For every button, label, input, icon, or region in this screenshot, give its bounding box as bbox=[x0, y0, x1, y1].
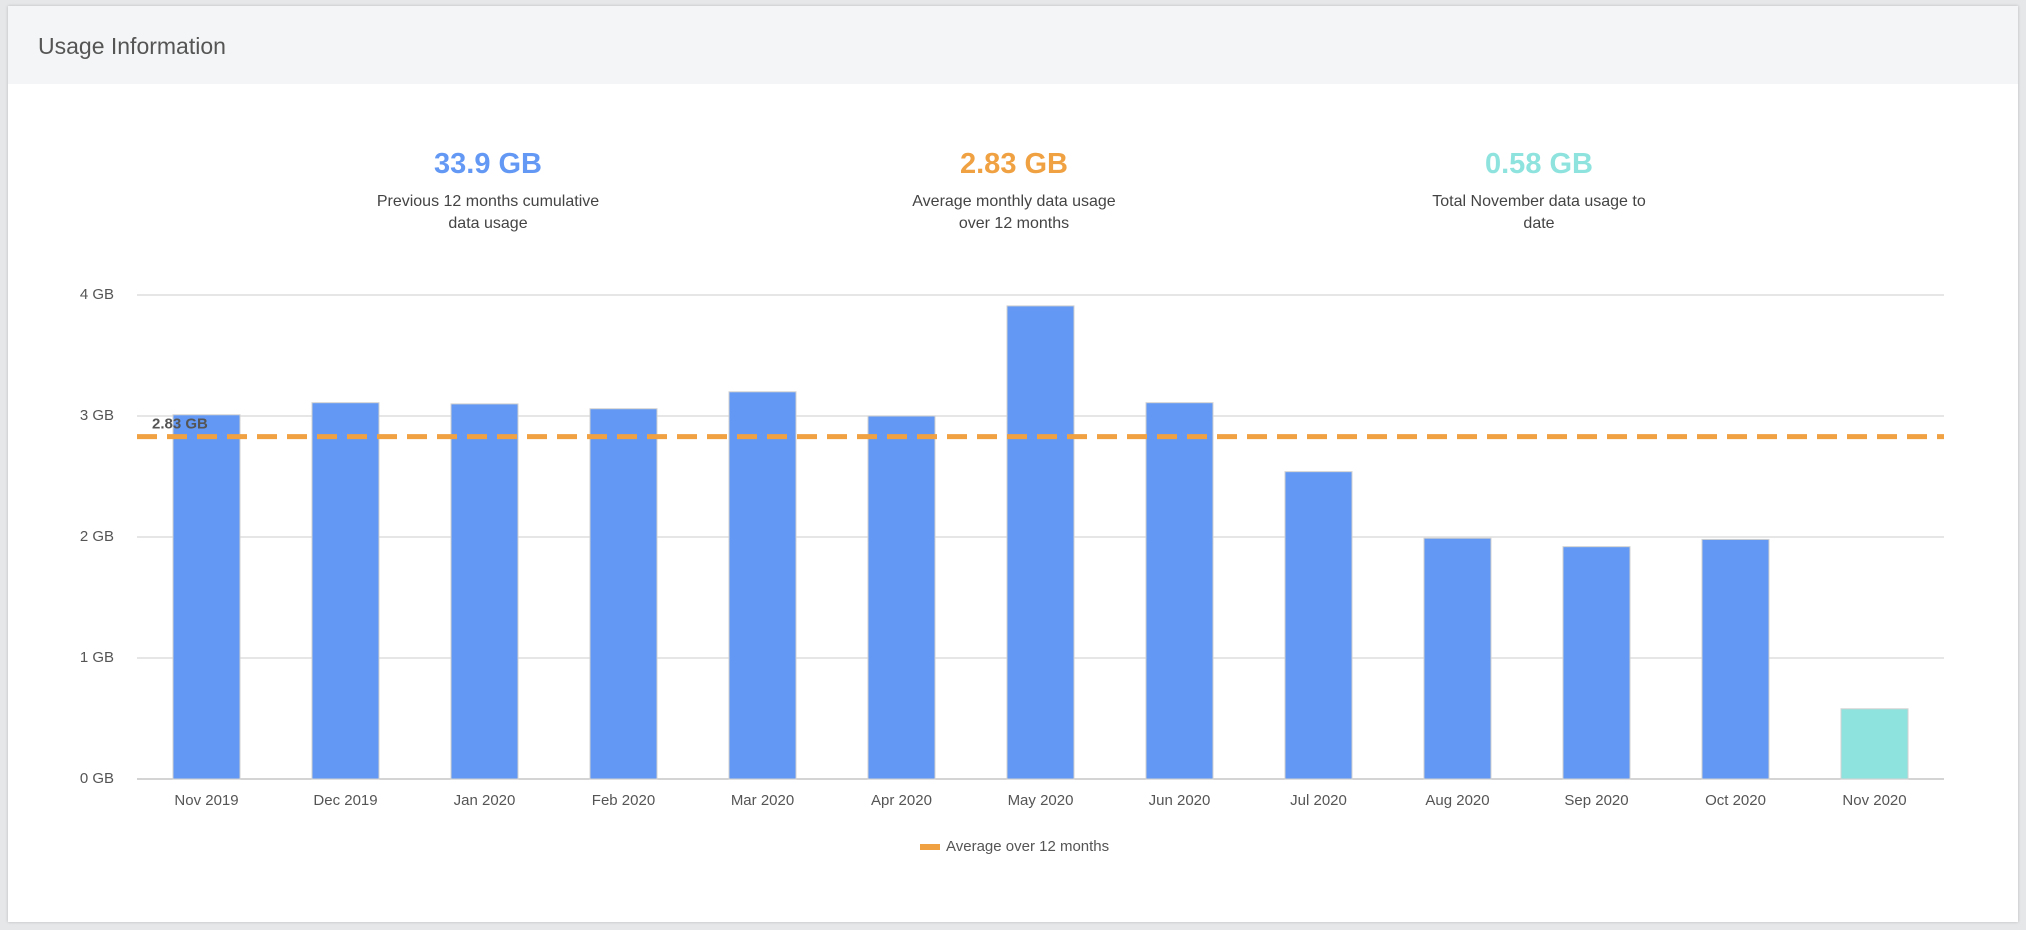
panel-header: Usage Information bbox=[8, 6, 2018, 84]
y-tick-label: 0 GB bbox=[80, 770, 114, 787]
x-tick-label: Feb 2020 bbox=[592, 792, 655, 809]
x-tick-label: Aug 2020 bbox=[1425, 792, 1489, 809]
bar bbox=[589, 408, 658, 780]
x-tick-label: Nov 2020 bbox=[1842, 792, 1906, 809]
stat-label: Total November data usage to date bbox=[1432, 193, 1646, 232]
x-tick-label: May 2020 bbox=[1008, 792, 1074, 809]
x-tick-label: Oct 2020 bbox=[1705, 792, 1766, 809]
bar bbox=[867, 415, 936, 780]
x-tick-label: Dec 2019 bbox=[313, 792, 377, 809]
stat-value: 2.83 GB bbox=[960, 148, 1068, 180]
x-tick-label: Jul 2020 bbox=[1290, 792, 1347, 809]
x-tick-label: Nov 2019 bbox=[174, 792, 238, 809]
y-tick-label: 4 GB bbox=[80, 286, 114, 303]
panel-title: Usage Information bbox=[38, 33, 226, 59]
bar bbox=[1562, 546, 1631, 780]
bar bbox=[1145, 402, 1214, 780]
stat-value: 33.9 GB bbox=[434, 148, 542, 180]
x-tick-label: Jan 2020 bbox=[454, 792, 516, 809]
x-tick-label: Sep 2020 bbox=[1564, 792, 1628, 809]
bar bbox=[450, 403, 519, 780]
y-tick-label: 3 GB bbox=[80, 407, 114, 424]
stat-label: Previous 12 months cumulative data usage bbox=[376, 193, 600, 232]
legend-swatch bbox=[920, 844, 940, 850]
y-tick-label: 1 GB bbox=[80, 649, 114, 666]
stat: 2.83 GB Average monthly data usage over 1… bbox=[899, 148, 1129, 235]
x-tick-label: Jun 2020 bbox=[1149, 792, 1211, 809]
bar bbox=[728, 391, 797, 780]
average-label: 2.83 GB bbox=[152, 416, 208, 433]
bar bbox=[311, 402, 380, 780]
bar bbox=[1284, 471, 1353, 780]
bar bbox=[1423, 537, 1492, 780]
legend-label: Average over 12 months bbox=[946, 838, 1109, 855]
stat: 33.9 GB Previous 12 months cumulative dat… bbox=[373, 148, 603, 235]
y-tick-label: 2 GB bbox=[80, 528, 114, 545]
bar bbox=[172, 414, 241, 780]
bar bbox=[1701, 538, 1770, 780]
bar bbox=[1840, 708, 1909, 780]
x-tick-label: Apr 2020 bbox=[871, 792, 932, 809]
stat: 0.58 GB Total November data usage to date bbox=[1424, 148, 1654, 235]
stat-value: 0.58 GB bbox=[1485, 148, 1593, 180]
x-tick-label: Mar 2020 bbox=[731, 792, 794, 809]
bar bbox=[1006, 305, 1075, 780]
stat-label: Average monthly data usage over 12 month… bbox=[912, 193, 1116, 232]
